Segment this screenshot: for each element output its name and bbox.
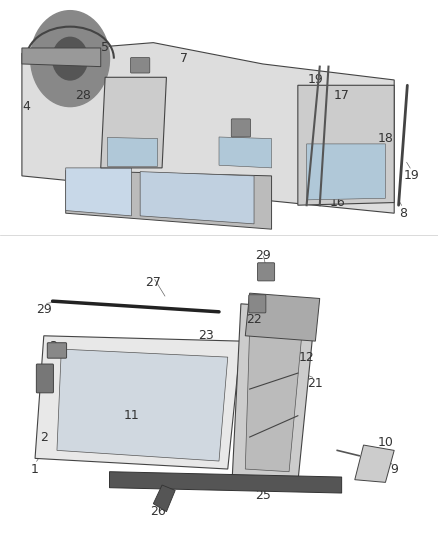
Text: 21: 21 <box>307 377 323 390</box>
Polygon shape <box>22 48 101 67</box>
Text: 12: 12 <box>299 351 314 364</box>
Polygon shape <box>355 445 394 482</box>
FancyBboxPatch shape <box>249 295 266 313</box>
Text: 29: 29 <box>36 303 52 316</box>
Text: 10: 10 <box>378 436 393 449</box>
Text: 19: 19 <box>307 74 323 86</box>
Text: 22: 22 <box>246 313 262 326</box>
Text: 23: 23 <box>198 329 214 342</box>
Text: 28: 28 <box>75 90 91 102</box>
FancyBboxPatch shape <box>131 58 150 73</box>
Text: 16: 16 <box>329 196 345 209</box>
FancyBboxPatch shape <box>47 343 67 358</box>
Text: 13: 13 <box>242 143 258 156</box>
FancyBboxPatch shape <box>36 364 53 393</box>
Polygon shape <box>298 85 394 205</box>
Polygon shape <box>245 293 320 341</box>
Polygon shape <box>110 472 342 493</box>
FancyBboxPatch shape <box>258 263 275 281</box>
Text: 7: 7 <box>180 52 188 65</box>
Text: 29: 29 <box>255 249 271 262</box>
Polygon shape <box>232 304 315 482</box>
Text: 27: 27 <box>145 276 161 289</box>
Polygon shape <box>57 349 228 461</box>
Polygon shape <box>101 77 166 168</box>
Circle shape <box>53 37 88 80</box>
Polygon shape <box>140 172 254 224</box>
Polygon shape <box>307 144 385 200</box>
Text: 18: 18 <box>378 132 393 145</box>
Text: 19: 19 <box>404 169 420 182</box>
FancyBboxPatch shape <box>231 119 251 137</box>
Text: 1: 1 <box>31 463 39 475</box>
Text: 11: 11 <box>124 409 139 422</box>
Text: 5: 5 <box>101 42 109 54</box>
Text: 8: 8 <box>399 207 407 220</box>
Polygon shape <box>22 43 394 213</box>
Text: 15: 15 <box>132 63 148 76</box>
Text: 3: 3 <box>49 340 57 353</box>
Text: 9: 9 <box>390 463 398 475</box>
Circle shape <box>31 11 110 107</box>
Text: 26: 26 <box>150 505 166 518</box>
Polygon shape <box>66 168 131 216</box>
Text: 4: 4 <box>22 100 30 113</box>
Text: 25: 25 <box>255 489 271 502</box>
Polygon shape <box>66 171 272 229</box>
Polygon shape <box>245 328 302 472</box>
Polygon shape <box>219 137 272 168</box>
Polygon shape <box>107 138 158 166</box>
Text: 2: 2 <box>40 431 48 443</box>
Polygon shape <box>153 485 175 512</box>
Polygon shape <box>35 336 241 469</box>
Text: 17: 17 <box>334 90 350 102</box>
